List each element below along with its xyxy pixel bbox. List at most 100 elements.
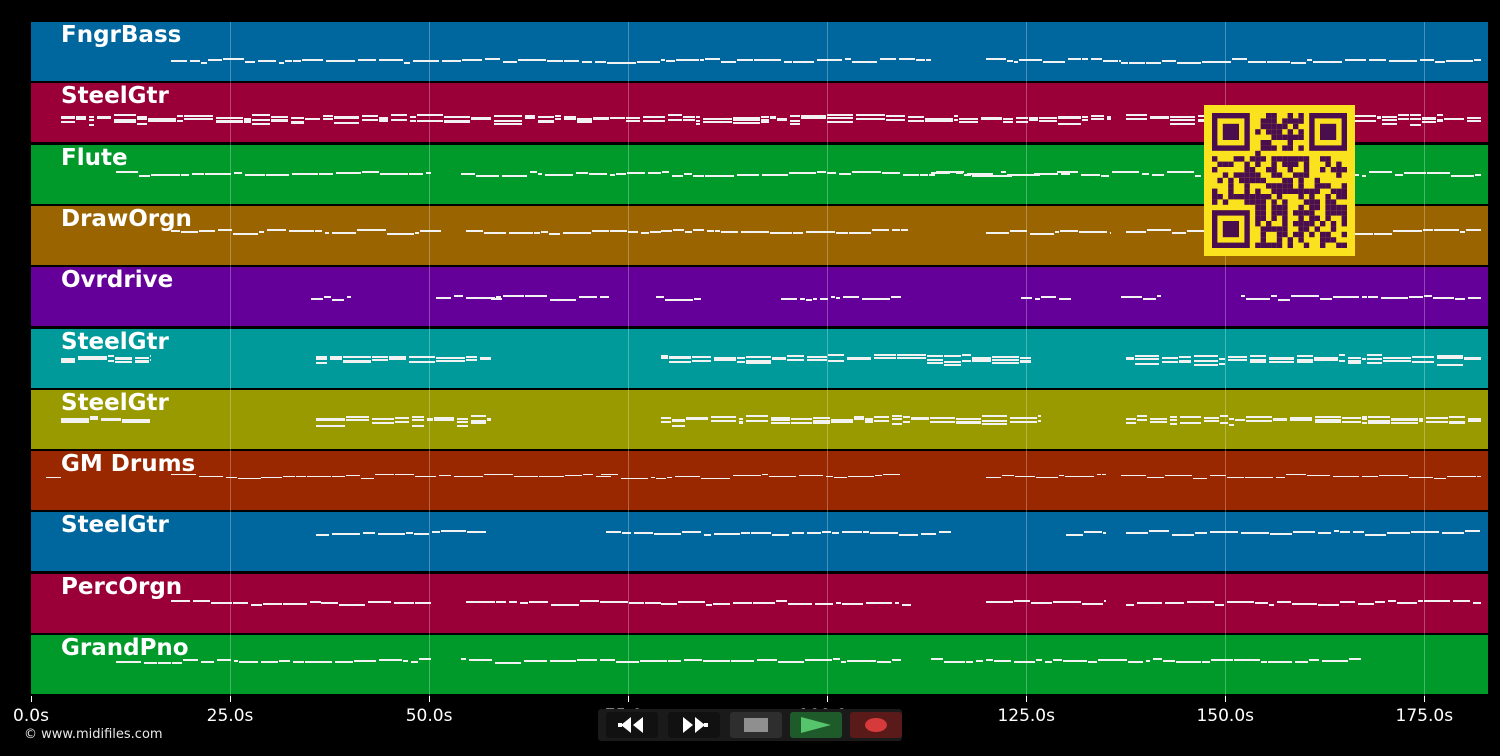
midi-note [826, 476, 833, 477]
track-lane[interactable]: GrandPno [31, 635, 1488, 694]
midi-note [530, 171, 537, 173]
midi-note [1041, 173, 1051, 175]
track-lane[interactable]: Ovrdrive [31, 267, 1488, 326]
midi-note [1193, 478, 1207, 479]
midi-note [627, 172, 645, 174]
midi-note [842, 603, 863, 605]
midi-note [108, 360, 114, 362]
midi-note [1126, 604, 1134, 606]
midi-note [927, 355, 943, 357]
midi-note [436, 297, 451, 299]
midi-note [713, 603, 730, 605]
midi-note [693, 229, 704, 231]
midi-note [847, 660, 876, 662]
midi-note [799, 475, 823, 476]
midi-note [1082, 116, 1088, 118]
midi-note [316, 534, 329, 536]
stop-button[interactable] [730, 712, 782, 738]
tick-mark [1225, 696, 1227, 702]
midi-note [1176, 661, 1201, 663]
midi-note [1345, 59, 1366, 61]
midi-note [1029, 117, 1038, 119]
midi-note [761, 119, 769, 121]
midi-note [1038, 420, 1041, 422]
midi-note [457, 421, 468, 423]
midi-note [1135, 363, 1159, 365]
track-lane[interactable]: SteelGtr [31, 329, 1488, 388]
midi-note [316, 419, 345, 421]
midi-note [1241, 532, 1269, 534]
midi-note [372, 359, 388, 361]
midi-note [733, 117, 760, 119]
midi-note [538, 173, 542, 175]
midi-note [1020, 357, 1031, 359]
midi-note [733, 475, 761, 476]
midi-note [1268, 661, 1292, 663]
midi-note [828, 354, 844, 356]
track-lane[interactable]: PercOrgn [31, 574, 1488, 633]
midi-note [1382, 116, 1397, 118]
midi-note [316, 362, 327, 364]
midi-note [415, 476, 436, 477]
midi-note [332, 232, 356, 234]
midi-note [678, 601, 705, 603]
midi-note [903, 421, 910, 423]
midi-note [444, 116, 470, 118]
midi-note [461, 173, 475, 175]
midi-note [1149, 530, 1169, 532]
midi-note [1333, 476, 1359, 477]
rewind-button[interactable] [606, 712, 658, 738]
midi-note [981, 118, 1002, 120]
midi-note [358, 59, 376, 61]
midi-note [90, 418, 98, 420]
midi-note [432, 531, 440, 533]
midi-note [1404, 172, 1426, 174]
tick-mark [628, 696, 630, 702]
midi-note [944, 364, 961, 366]
midi-note [148, 120, 176, 122]
track-lane[interactable]: FngrBass [31, 22, 1488, 81]
midi-note [466, 297, 495, 299]
midi-note [582, 61, 592, 63]
midi-note [739, 422, 743, 424]
midi-note [806, 299, 812, 301]
tick-mark [429, 696, 431, 702]
track-lane[interactable]: GM Drums [31, 451, 1488, 510]
midi-note [589, 173, 607, 175]
midi-note [1102, 474, 1106, 475]
midi-note [1255, 602, 1268, 604]
midi-note [891, 296, 901, 298]
midi-note [261, 477, 282, 478]
midi-note [1126, 422, 1136, 424]
midi-note [1246, 416, 1272, 418]
midi-note [216, 121, 243, 123]
midi-note [577, 121, 592, 123]
track-lane[interactable]: SteelGtr [31, 512, 1488, 571]
midi-note [471, 422, 486, 424]
midi-note [1104, 600, 1106, 602]
midi-note [807, 532, 821, 534]
midi-note [661, 355, 668, 357]
midi-note [343, 361, 371, 363]
play-button[interactable] [790, 712, 842, 738]
record-button[interactable] [850, 712, 902, 738]
fast-forward-button[interactable] [668, 712, 720, 738]
midi-note [832, 532, 839, 534]
midi-note [389, 356, 406, 358]
midi-note [330, 356, 342, 358]
midi-note [1382, 119, 1397, 121]
midi-note [305, 661, 332, 663]
midi-note [1250, 359, 1266, 361]
midi-note [686, 418, 708, 420]
midi-note [982, 423, 1007, 425]
midi-note [665, 299, 693, 301]
midi-note [150, 359, 151, 361]
midi-note [836, 297, 840, 299]
midi-note [1170, 123, 1195, 125]
midi-note [967, 173, 993, 175]
midi-note [89, 124, 94, 126]
midi-note [954, 115, 958, 117]
track-lane[interactable]: SteelGtr [31, 390, 1488, 449]
midi-note [413, 60, 439, 62]
midi-note [199, 476, 223, 477]
